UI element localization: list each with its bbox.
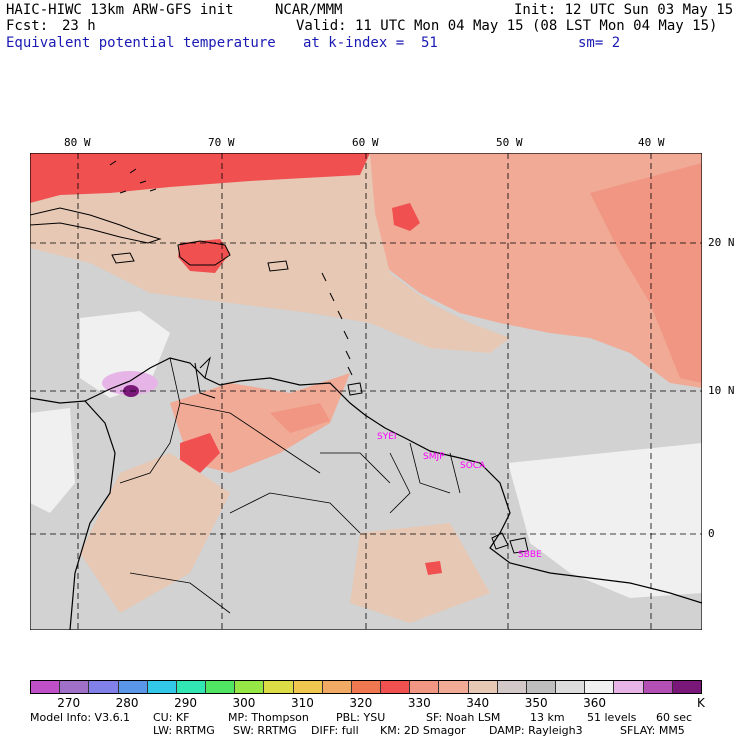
colorbar-segment <box>31 681 61 693</box>
colorbar-segment <box>526 681 557 693</box>
footer-resolution: 13 km <box>530 711 565 724</box>
footer-model-info: Model Info: V3.6.1 <box>30 711 131 724</box>
colorbar-segment <box>556 681 586 693</box>
footer-pbl: PBL: YSU <box>336 711 386 724</box>
colorbar-segment <box>439 681 469 693</box>
colorbar-segment <box>322 681 352 693</box>
footer-timestep: 60 sec <box>656 711 693 724</box>
footer-diffusion: DIFF: full <box>311 724 359 737</box>
coastline-maracaibo <box>194 356 216 399</box>
station-syei: SYEI <box>377 432 397 442</box>
field-tan-amazon <box>350 523 490 623</box>
footer-levels: 51 levels <box>587 711 637 724</box>
coastline-south-america <box>84 357 702 604</box>
colorbar-label: 310 <box>290 696 314 710</box>
lat-label-equator: 0 <box>708 527 715 540</box>
coastline-bahamas <box>109 160 157 194</box>
field-tan-south <box>80 453 230 613</box>
coastline-puerto-rico <box>267 260 289 272</box>
colorbar-label: 320 <box>349 696 373 710</box>
forecast-label: Fcst: <box>6 18 49 34</box>
field-salmon-deep <box>590 163 702 383</box>
colorbar-segment <box>585 681 615 693</box>
lon-label-80w: 80 W <box>64 136 91 149</box>
colorbar-segment <box>235 681 265 693</box>
coastline-pacific <box>30 397 116 630</box>
colorbar-segment <box>410 681 440 693</box>
colorbar-label: 300 <box>232 696 256 710</box>
level-info: at k-index = 51 <box>303 35 438 51</box>
colorbar-segment <box>468 681 498 693</box>
field-lightgray-pacific <box>30 408 75 513</box>
smoothing-info: sm= 2 <box>578 35 621 51</box>
field-tan-north <box>30 153 510 353</box>
colorbar-segment <box>381 681 411 693</box>
lat-label-20n: 20 N <box>708 236 735 249</box>
colorbar <box>30 680 702 694</box>
colorbar-segment <box>351 681 382 693</box>
colorbar-segment <box>643 681 673 693</box>
country-borders <box>119 357 461 614</box>
lon-label-50w: 50 W <box>496 136 523 149</box>
colorbar-label: 290 <box>174 696 197 710</box>
colorbar-unit: K <box>697 696 705 710</box>
coastline-jamaica <box>111 252 135 264</box>
colorbar-label: 340 <box>466 696 490 710</box>
footer-microphysics: MP: Thompson <box>228 711 309 724</box>
colorbar-segment <box>60 681 90 693</box>
colorbar-segment <box>497 681 527 693</box>
coastline-hispaniola <box>177 240 231 266</box>
lon-label-70w: 70 W <box>208 136 235 149</box>
coastline-lesser-antilles <box>321 272 353 376</box>
footer-sflay: SFLAY: MM5 <box>620 724 685 737</box>
station-soca: SOCA <box>460 461 486 471</box>
coastline-trinidad <box>347 382 363 396</box>
station-smjp: SMJP <box>423 452 445 462</box>
field-lavender <box>102 371 158 395</box>
field-red-amazon <box>425 561 442 575</box>
station-sbbe: SBBE <box>518 550 542 560</box>
footer-longwave: LW: RRTMG <box>153 724 215 737</box>
colorbar-segment <box>176 681 207 693</box>
colorbar-segment <box>264 681 294 693</box>
init-time: Init: 12 UTC Sun 03 May 15 <box>514 2 734 18</box>
field-name: Equivalent potential temperature <box>6 35 276 51</box>
coastline-cuba <box>30 207 162 244</box>
colorbar-segment <box>118 681 148 693</box>
colorbar-segment <box>89 681 119 693</box>
field-red-patch-1 <box>180 433 220 473</box>
colorbar-segment <box>614 681 644 693</box>
colorbar-segment <box>147 681 177 693</box>
graticule <box>30 153 702 630</box>
lon-label-60w: 60 W <box>352 136 379 149</box>
theta-e-map: SYEI SMJP SOCA SBBE <box>30 153 702 630</box>
footer-surface: SF: Noah LSM <box>426 711 501 724</box>
colorbar-label: 280 <box>115 696 139 710</box>
colorbar-segment <box>672 681 701 693</box>
lon-label-40w: 40 W <box>638 136 665 149</box>
field-red-blob <box>392 203 420 231</box>
valid-time: Valid: 11 UTC Mon 04 May 15 (08 LST Mon … <box>296 18 718 34</box>
field-salmon-patch <box>270 403 330 433</box>
colorbar-label: 360 <box>583 696 607 710</box>
colorbar-label: 350 <box>524 696 548 710</box>
footer-cumulus: CU: KF <box>153 711 190 724</box>
colorbar-segment <box>293 681 323 693</box>
footer-damping: DAMP: Rayleigh3 <box>489 724 583 737</box>
field-red-north <box>30 153 370 203</box>
colorbar-label: 330 <box>407 696 431 710</box>
lat-label-10n: 10 N <box>708 384 735 397</box>
model-title: HAIC-HIWC 13km ARW-GFS init <box>6 2 234 18</box>
center-label: NCAR/MMM <box>275 2 343 18</box>
forecast-hours: 23 h <box>62 18 96 34</box>
colorbar-label: 270 <box>57 696 81 710</box>
field-lightgray-southeast <box>508 443 702 598</box>
footer-km: KM: 2D Smagor <box>380 724 466 737</box>
colorbar-segment <box>206 681 236 693</box>
footer-shortwave: SW: RRTMG <box>233 724 297 737</box>
